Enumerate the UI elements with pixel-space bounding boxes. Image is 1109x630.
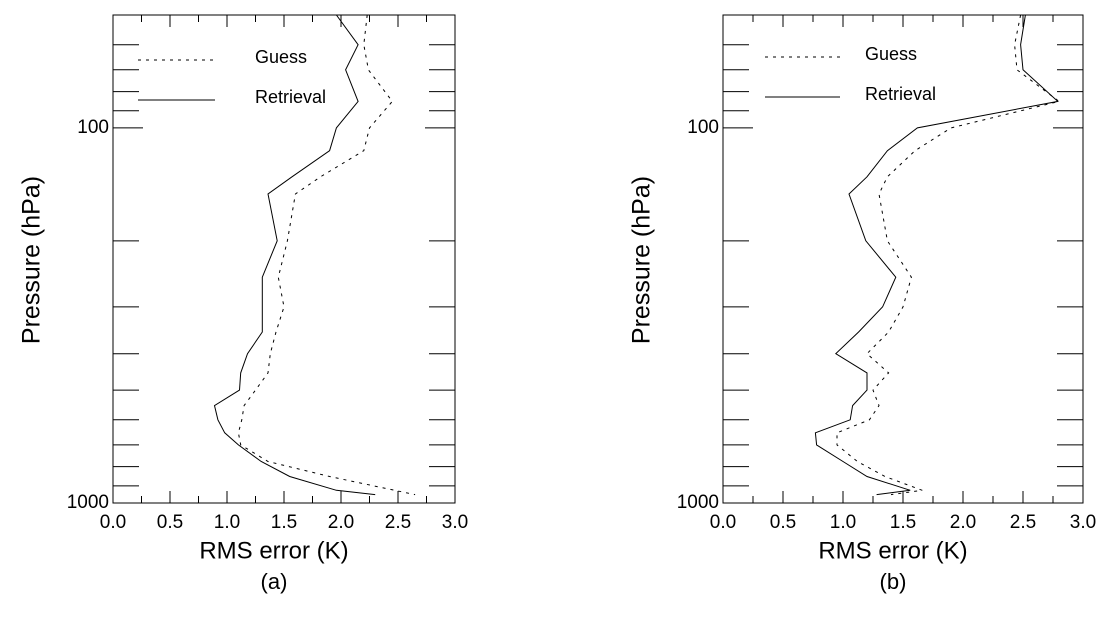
x-tick-label: 2.0 — [950, 512, 976, 533]
x-tick-label: 0.0 — [710, 512, 736, 533]
panel: 0.0 0.5 1.0 1.5 2.0 2.5 3.0 100 1000 Guess Retriev… — [628, 14, 1096, 594]
series-line — [814, 14, 1059, 496]
x-tick-label: 3.0 — [442, 512, 468, 533]
y-tick-label: 1000 — [677, 492, 719, 513]
legend-label: Retrieval — [255, 87, 326, 107]
panel: 0.0 0.5 1.0 1.5 2.0 2.5 3.0 100 1000 Guess Retriev… — [18, 14, 468, 594]
legend-label: Guess — [255, 47, 307, 67]
x-tick-label: 0.0 — [100, 512, 126, 533]
x-tick-label: 3.0 — [1070, 512, 1096, 533]
y-tick-label: 100 — [687, 117, 719, 138]
x-tick-label: 1.5 — [890, 512, 916, 533]
x-tick-label: 1.0 — [214, 512, 240, 533]
legend-label: Guess — [865, 44, 917, 64]
y-axis-title: Pressure (hPa) — [628, 176, 656, 344]
x-tick-label: 1.0 — [830, 512, 856, 533]
x-tick-label: 0.5 — [770, 512, 796, 533]
x-tick-label: 1.5 — [271, 512, 297, 533]
y-tick-label: 100 — [77, 117, 109, 138]
x-tick-label: 2.5 — [1010, 512, 1036, 533]
series-line — [836, 14, 1061, 496]
x-axis-title: RMS error (K) — [199, 537, 348, 564]
x-tick-label: 0.5 — [157, 512, 183, 533]
caption: (b) — [880, 569, 907, 594]
x-axis-title: RMS error (K) — [818, 537, 967, 564]
series-line — [237, 14, 416, 496]
caption: (a) — [261, 569, 288, 594]
legend-label: Retrieval — [865, 84, 936, 104]
series-line — [213, 14, 376, 496]
y-tick-label: 1000 — [67, 492, 109, 513]
y-axis-title: Pressure (hPa) — [18, 176, 46, 344]
x-tick-label: 2.0 — [328, 512, 354, 533]
x-tick-label: 2.5 — [385, 512, 411, 533]
